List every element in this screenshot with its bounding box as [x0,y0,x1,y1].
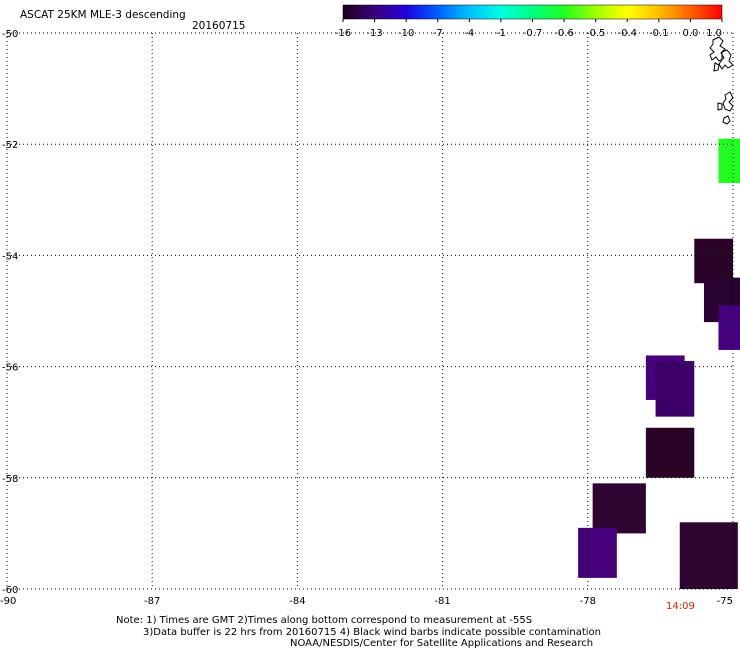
data-cells [578,138,740,589]
colorbar-label: -1 [496,28,506,39]
colorbar-label: -0.1 [649,28,669,39]
data-cell [592,483,646,534]
colorbar [342,4,723,20]
data-cell [645,427,695,478]
data-cell [679,522,738,589]
longitude-tick-label: -87 [144,596,160,607]
colorbar-label: -0.6 [554,28,574,39]
latitude-tick-label: -50 [2,29,18,40]
data-cell [718,305,740,350]
map-graticule [6,32,734,590]
latitude-tick-label: -54 [2,251,18,262]
colorbar-label: -4 [464,28,474,39]
data-cell [718,138,740,184]
colorbar-label: -7 [433,28,443,39]
note-line-3: NOAA/NESDIS/Center for Satellite Applica… [290,638,594,649]
latitude-tick-label: -60 [2,585,18,596]
longitude-tick-label: -84 [289,596,305,607]
latitude-tick-label: -58 [2,474,18,485]
map-date: 20160715 [192,20,245,32]
latitude-tick-label: -56 [2,363,18,374]
coastline-outline [709,36,734,125]
longitude-tick-label: -81 [434,596,450,607]
colorbar-label: 1.0 [706,28,722,39]
colorbar-label: -13 [366,28,382,39]
colorbar-label: -10 [398,28,414,39]
latitude-labels: -50 -52 -54 -56 -58 -60 [2,29,18,596]
map-title: ASCAT 25KM MLE-3 descending [20,9,186,21]
longitude-labels: -90 -87 -84 -81 -78 -75 [0,596,733,607]
data-cell [694,238,733,284]
colorbar-label: 0.0 [682,28,698,39]
data-cell [655,361,695,417]
colorbar-labels: -16 -13 -10 -7 -4 -1 -0.7 -0.6 -0.5 -0.4 -0.1 0.0 1.… [335,19,723,39]
note-line-2: 3)Data buffer is 22 hrs from 20160715 4)… [143,627,601,638]
colorbar-label: -0.7 [523,28,543,39]
note-line-1: Note: 1) Times are GMT 2)Times along bot… [116,615,533,626]
longitude-tick-label: -90 [0,596,16,607]
time-label: 14:09 [666,601,695,612]
latitude-tick-label: -52 [2,140,18,151]
longitude-tick-label: -75 [717,596,733,607]
longitude-tick-label: -78 [580,596,596,607]
data-cell [578,527,617,578]
colorbar-gradient [342,4,723,20]
